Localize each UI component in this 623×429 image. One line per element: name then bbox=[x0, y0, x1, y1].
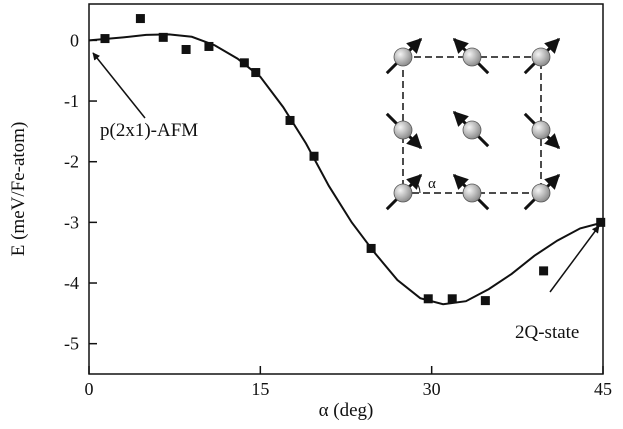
atom bbox=[393, 120, 413, 140]
annotation: 2Q-state bbox=[515, 322, 579, 343]
atom bbox=[531, 47, 551, 67]
atom bbox=[393, 183, 413, 203]
atom bbox=[531, 183, 551, 203]
annotation-arrow bbox=[92, 52, 146, 119]
atom bbox=[462, 120, 482, 140]
data-point bbox=[447, 294, 457, 304]
atom bbox=[462, 183, 482, 203]
data-point bbox=[309, 151, 319, 161]
data-point bbox=[480, 296, 490, 306]
x-tick-label: 30 bbox=[423, 379, 441, 399]
y-tick-label: 0 bbox=[70, 30, 79, 50]
data-point bbox=[596, 217, 606, 227]
data-point bbox=[100, 34, 110, 44]
x-tick-label: 15 bbox=[251, 379, 269, 399]
data-point bbox=[135, 14, 145, 24]
x-axis-label: α (deg) bbox=[319, 400, 374, 421]
atom bbox=[393, 47, 413, 67]
data-point bbox=[158, 32, 168, 42]
fit-curve bbox=[88, 33, 604, 306]
inset-label: α bbox=[428, 176, 436, 192]
x-tick-label: 0 bbox=[85, 379, 94, 399]
data-point bbox=[181, 44, 191, 54]
atom bbox=[462, 47, 482, 67]
data-point bbox=[239, 58, 249, 68]
atom bbox=[531, 120, 551, 140]
y-tick-label: -2 bbox=[64, 152, 79, 172]
data-point bbox=[423, 294, 433, 304]
plot-frame bbox=[88, 3, 604, 375]
data-point bbox=[539, 266, 549, 276]
y-axis-label: E (meV/Fe-atom) bbox=[8, 122, 29, 257]
y-tick-label: -3 bbox=[64, 212, 79, 232]
x-tick-label: 45 bbox=[594, 379, 612, 399]
data-point bbox=[285, 115, 295, 125]
y-tick-label: -5 bbox=[64, 334, 79, 354]
data-point bbox=[366, 243, 376, 253]
y-tick-label: -4 bbox=[64, 273, 79, 293]
y-tick-label: -1 bbox=[64, 91, 79, 111]
annotation-arrow bbox=[549, 225, 600, 293]
data-point bbox=[204, 41, 214, 51]
data-point bbox=[251, 68, 261, 78]
annotation: p(2x1)-AFM bbox=[100, 120, 198, 141]
